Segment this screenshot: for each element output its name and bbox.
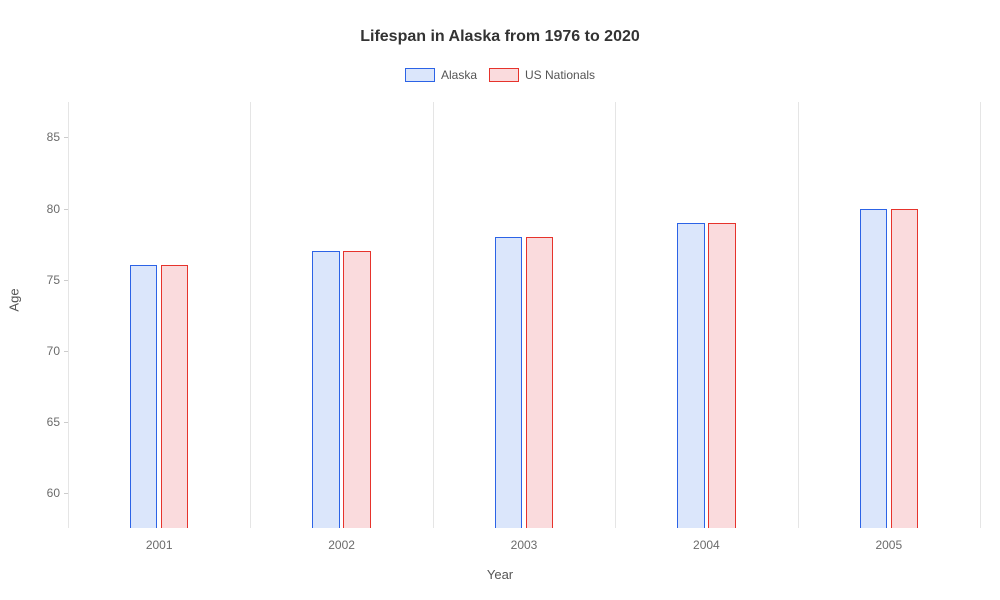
bar	[312, 251, 339, 528]
bar	[161, 265, 188, 528]
legend-item: Alaska	[405, 68, 477, 82]
x-tick-label: 2002	[328, 528, 355, 552]
bar	[708, 223, 735, 528]
bar	[495, 237, 522, 528]
bar	[526, 237, 553, 528]
x-axis-label: Year	[487, 567, 513, 582]
vertical-gridline	[980, 102, 981, 528]
y-axis-label: Age	[7, 288, 22, 311]
x-tick-label: 2004	[693, 528, 720, 552]
bar	[891, 209, 918, 529]
x-tick-label: 2005	[875, 528, 902, 552]
bar	[677, 223, 704, 528]
plot-area: 60657075808520012002200320042005	[68, 102, 980, 528]
bar	[860, 209, 887, 529]
legend: Alaska US Nationals	[0, 68, 1000, 82]
bar	[130, 265, 157, 528]
legend-swatch	[405, 68, 435, 82]
legend-label: US Nationals	[525, 68, 595, 82]
x-tick-label: 2001	[146, 528, 173, 552]
x-tick-label: 2003	[511, 528, 538, 552]
bars-layer	[68, 102, 980, 528]
legend-item: US Nationals	[489, 68, 595, 82]
legend-swatch	[489, 68, 519, 82]
bar	[343, 251, 370, 528]
chart-title: Lifespan in Alaska from 1976 to 2020	[0, 0, 1000, 46]
legend-label: Alaska	[441, 68, 477, 82]
